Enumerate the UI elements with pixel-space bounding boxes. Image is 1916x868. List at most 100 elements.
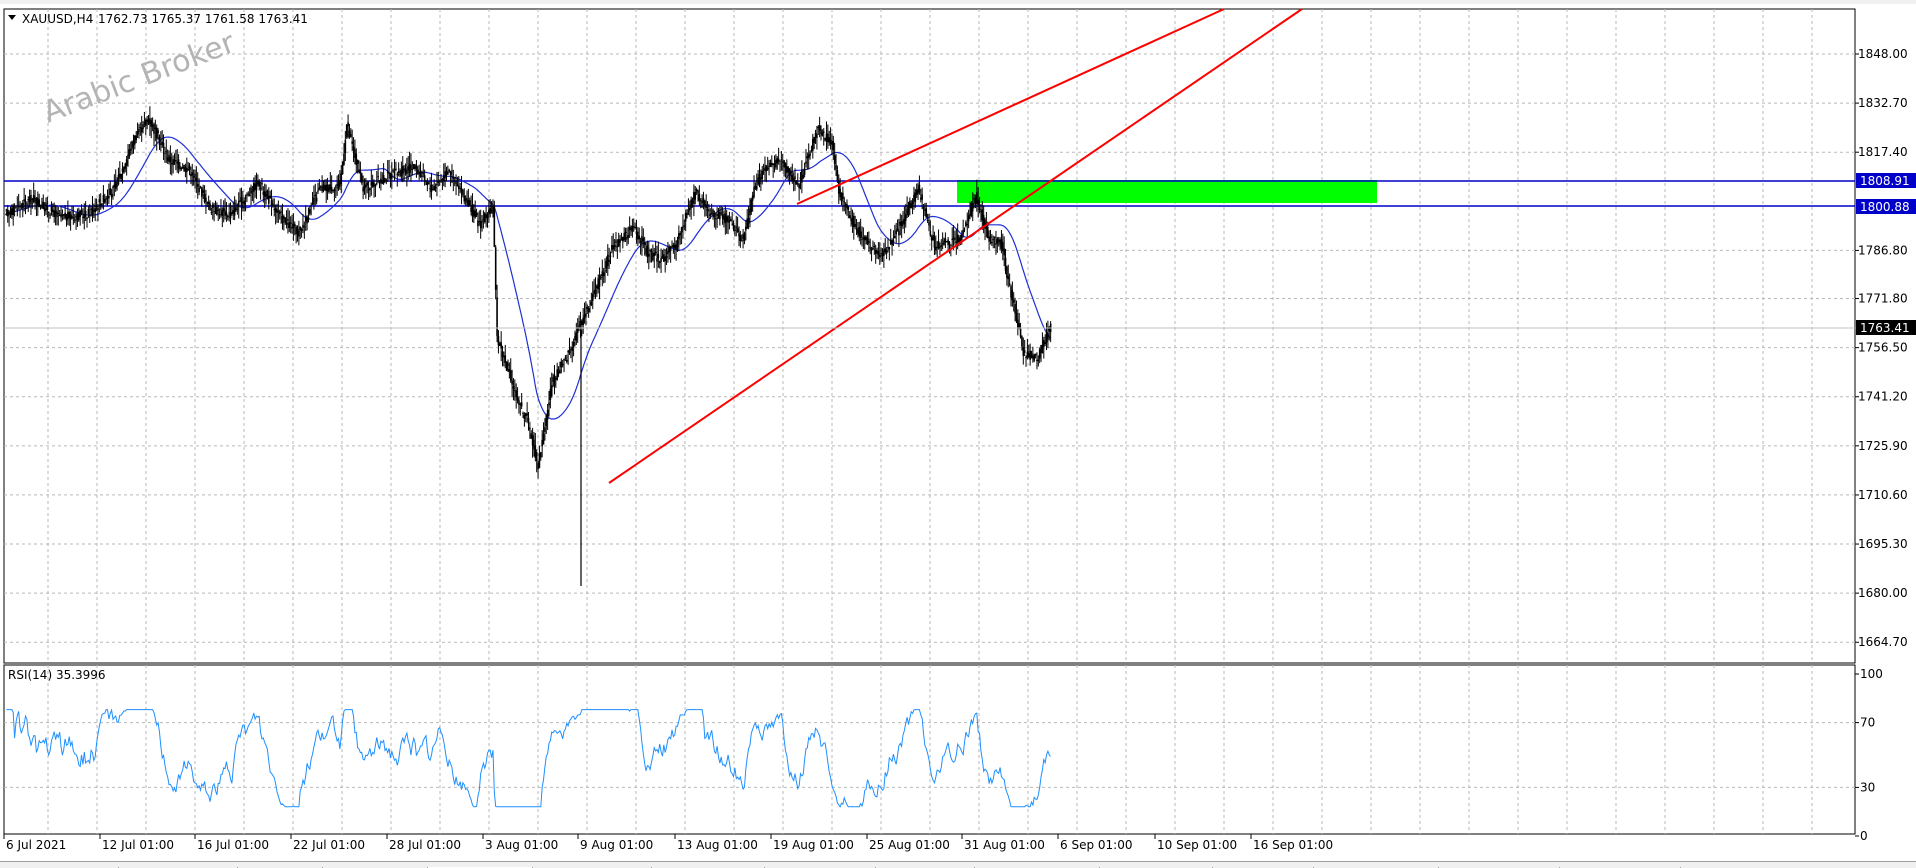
candle-body (940, 245, 943, 247)
price-tick-label: 1848.00 (1858, 47, 1908, 61)
candle-body (93, 210, 95, 212)
candle-body (1030, 353, 1033, 357)
candle-body (298, 230, 300, 237)
candle-body (576, 327, 579, 333)
rsi-tick-label: 0 (1860, 829, 1868, 843)
candle-body (436, 184, 438, 186)
candle-body (337, 181, 340, 189)
candle-body (88, 215, 91, 217)
rsi-panel[interactable]: RSI(14) 35.3996 100 70 30 0 (3, 664, 1883, 843)
candle-body (791, 175, 794, 182)
candle-body (924, 209, 926, 211)
candle-body (585, 313, 587, 317)
candle-body (831, 142, 833, 145)
candle-body (206, 202, 209, 204)
candle-body (780, 159, 783, 161)
candle-body (615, 240, 617, 243)
candle-body (180, 167, 183, 170)
candle-body (281, 215, 284, 223)
candle-body (809, 152, 811, 156)
supply-zone-rect (957, 180, 1377, 203)
candle-body (138, 128, 140, 133)
candle-body (909, 201, 911, 209)
candle-body (440, 180, 442, 182)
candle-body (587, 308, 590, 312)
candle-body (72, 217, 75, 219)
candle-body (904, 214, 907, 221)
candle-body (11, 208, 13, 216)
candle-body (427, 182, 430, 184)
candle-body (749, 208, 751, 216)
price-tick-label: 1756.50 (1858, 341, 1908, 355)
candle-body (216, 207, 218, 215)
candle-body (225, 212, 228, 216)
candle-body (840, 192, 843, 202)
candle-body (455, 181, 457, 184)
candle-body (842, 192, 844, 200)
candle-body (647, 253, 650, 257)
candle-body (448, 170, 451, 172)
candle-body (211, 204, 214, 209)
candle-body (127, 154, 129, 159)
candle-body (1036, 359, 1038, 362)
candle-body (772, 163, 774, 166)
candle-body (205, 197, 207, 202)
candle-body (467, 200, 470, 207)
candle-body (802, 174, 805, 179)
candle-body (411, 169, 414, 171)
candle-body (134, 135, 136, 145)
candle-body (348, 130, 351, 138)
candle-body (498, 343, 501, 346)
candle-body (295, 226, 297, 235)
candle-body (902, 220, 904, 224)
candle-body (617, 239, 620, 247)
supply-zone (957, 180, 1377, 203)
candle-body (46, 205, 49, 211)
candle-body (452, 176, 455, 179)
candle-body (833, 155, 836, 164)
candle-body (199, 186, 202, 188)
candle-body (713, 213, 716, 218)
candle-body (165, 151, 168, 153)
candle-body (373, 182, 375, 187)
candle-body (667, 250, 669, 255)
candle-body (671, 245, 673, 248)
candle-body (45, 202, 47, 207)
candle-body (799, 177, 802, 180)
candle-body (548, 402, 550, 406)
candle-body (430, 184, 433, 193)
dropdown-triangle-icon[interactable] (8, 15, 16, 20)
candle-body (932, 235, 934, 241)
candle-body (861, 239, 863, 241)
price-panel[interactable]: Arabic Broker XAUUSD,H4 1762.73 1765.37 … (3, 8, 1856, 664)
candle-body (571, 347, 574, 351)
candle-body (232, 210, 235, 214)
candle-body (654, 252, 657, 254)
candle-body (330, 187, 333, 191)
candle-body (396, 173, 399, 176)
candle-body (365, 184, 367, 188)
candle-body (255, 180, 258, 191)
price-axis[interactable]: 1848.00 1832.70 1817.40 1786.80 1771.80 1756.… (1855, 9, 1916, 663)
candle-body (150, 120, 153, 127)
candle-body (683, 225, 686, 227)
candle-body (512, 386, 515, 389)
candle-body (853, 215, 855, 228)
candle-body (690, 199, 692, 209)
candle-body (729, 219, 732, 222)
candle-body (1014, 304, 1016, 314)
candle-body (371, 181, 374, 187)
candle-body (705, 204, 707, 208)
candle-body (8, 211, 10, 215)
candle-body (26, 203, 28, 205)
candle-body (381, 180, 384, 184)
candle-body (259, 187, 262, 189)
candle-body (414, 166, 416, 169)
candle-body (947, 239, 949, 246)
candle-body (314, 194, 317, 197)
candle-body (237, 201, 240, 208)
candle-body (1012, 299, 1015, 303)
candle-body (67, 212, 69, 220)
candle-body (796, 183, 799, 185)
